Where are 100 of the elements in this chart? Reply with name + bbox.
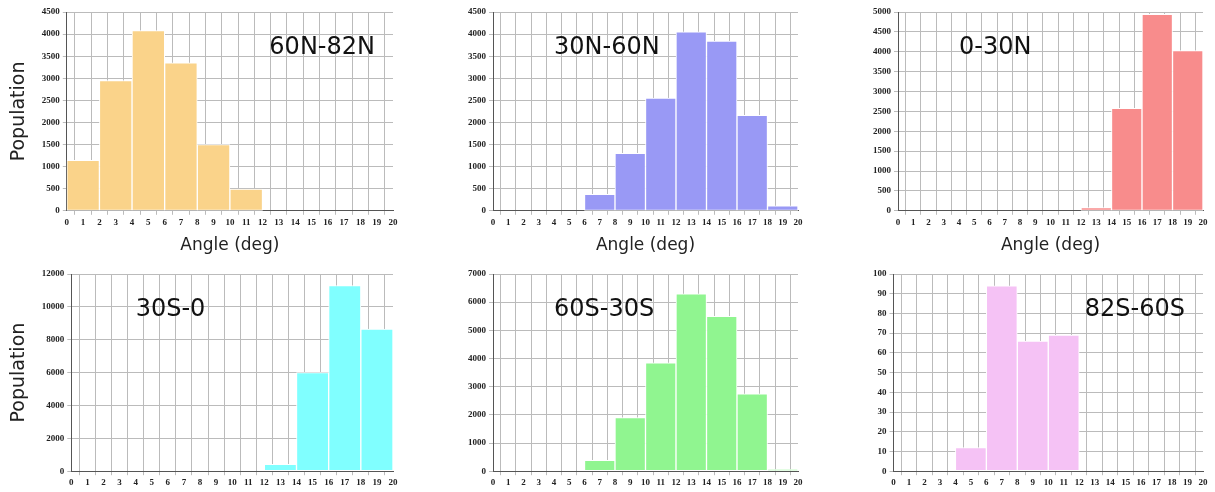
- y-tick-label: 5000: [873, 6, 892, 17]
- x-tick-label: 2: [521, 216, 527, 227]
- x-tick-label: 9: [628, 216, 633, 227]
- y-tick-label: 4500: [41, 6, 61, 17]
- x-tick-label: 10: [641, 216, 651, 227]
- x-tick-label: 12: [1074, 476, 1085, 487]
- x-tick-label: 10: [225, 216, 235, 227]
- x-tick-label: 8: [1017, 216, 1023, 227]
- x-tick-label: 20: [793, 476, 803, 487]
- x-tick-label: 17: [1152, 476, 1162, 487]
- x-tick-label: 8: [195, 216, 201, 227]
- x-tick-label: 14: [1105, 476, 1116, 487]
- x-tick-label: 11: [1059, 476, 1069, 487]
- y-tick-label: 10: [877, 445, 887, 456]
- x-tick-label: 8: [612, 216, 618, 227]
- annotation: 82S-60S: [1084, 293, 1185, 322]
- y-tick-label: 0: [481, 205, 487, 216]
- y-tick-label: 3000: [873, 85, 892, 96]
- x-tick-label: 12: [259, 476, 270, 487]
- x-tick-label: 1: [85, 476, 91, 487]
- x-tick-label: 7: [597, 216, 603, 227]
- x-tick-label: 2: [101, 476, 107, 487]
- x-tick-label: 15: [1122, 216, 1132, 227]
- x-tick-label: 10: [227, 476, 238, 487]
- x-tick-label: 2: [97, 216, 103, 227]
- x-tick-label: 5: [146, 216, 152, 227]
- x-tick-label: 7: [178, 216, 184, 227]
- x-tick-label: 13: [1091, 216, 1102, 227]
- y-tick-label: 4000: [468, 352, 487, 363]
- x-tick-label: 20: [388, 476, 398, 487]
- x-tick-label: 8: [197, 476, 203, 487]
- y-tick-label: 1000: [468, 160, 487, 171]
- x-tick-label: 15: [717, 216, 727, 227]
- x-tick-label: 14: [291, 476, 302, 487]
- annotation: 30N-60N: [554, 32, 660, 61]
- y-tick-label: 4000: [468, 28, 487, 39]
- x-tick-label: 15: [1121, 476, 1131, 487]
- y-tick-label: 50: [877, 366, 887, 377]
- x-tick-label: 15: [717, 476, 727, 487]
- x-tick-label: 16: [324, 476, 334, 487]
- y-tick-label: 1500: [41, 138, 61, 149]
- x-tick-label: 0: [490, 476, 496, 487]
- y-tick-label: 500: [46, 183, 61, 194]
- x-tick-label: 2: [926, 216, 932, 227]
- x-tick-label: 3: [117, 476, 123, 487]
- y-tick-label: 6000: [46, 366, 65, 377]
- x-tick-label: 2: [521, 476, 527, 487]
- y-tick-label: 2000: [468, 116, 487, 127]
- x-axis-title: Angle (deg): [180, 234, 280, 255]
- x-tick-label: 17: [1152, 216, 1163, 227]
- y-tick-label: 2000: [468, 409, 487, 420]
- x-tick-label: 10: [641, 476, 651, 487]
- annotation: 0-30N: [959, 32, 1032, 61]
- x-tick-label: 9: [628, 476, 633, 487]
- y-tick-label: 12000: [41, 268, 65, 279]
- y-tick-label: 0: [886, 205, 892, 216]
- y-tick-label: 3000: [468, 72, 487, 83]
- x-tick-label: 14: [702, 476, 712, 487]
- y-tick-label: 1500: [468, 138, 487, 149]
- x-tick-label: 0: [69, 476, 75, 487]
- x-tick-label: 2: [922, 476, 928, 487]
- x-tick-label: 3: [536, 216, 542, 227]
- y-tick-label: 7000: [468, 268, 487, 279]
- x-tick-label: 4: [551, 476, 557, 487]
- y-tick-label: 1000: [468, 437, 487, 448]
- y-tick-label: 40: [877, 386, 887, 397]
- x-tick-label: 15: [308, 476, 318, 487]
- x-tick-label: 16: [323, 216, 333, 227]
- y-tick-label: 80: [877, 307, 887, 318]
- x-tick-label: 4: [551, 216, 557, 227]
- y-axis-title: Population: [6, 61, 29, 162]
- x-tick-label: 6: [582, 216, 588, 227]
- y-tick-label: 0: [882, 465, 887, 476]
- y-axis-title: Population: [6, 322, 29, 423]
- y-tick-label: 100: [873, 268, 887, 279]
- y-tick-label: 6000: [468, 296, 487, 307]
- y-tick-label: 10000: [41, 301, 65, 312]
- y-tick-label: 8000: [46, 334, 65, 345]
- x-tick-label: 19: [778, 216, 788, 227]
- x-tick-label: 12: [671, 476, 681, 487]
- x-tick-label: 1: [80, 216, 86, 227]
- x-tick-label: 4: [129, 216, 135, 227]
- x-tick-label: 16: [1137, 216, 1147, 227]
- x-tick-label: 8: [612, 476, 618, 487]
- annotation: 60N-82N: [269, 32, 375, 61]
- x-tick-label: 12: [1076, 216, 1086, 227]
- x-axis-title: Angle (deg): [595, 234, 696, 255]
- x-tick-label: 11: [1061, 216, 1071, 227]
- x-tick-label: 17: [339, 216, 350, 227]
- x-tick-label: 11: [656, 476, 666, 487]
- x-tick-label: 17: [747, 216, 758, 227]
- y-tick-label: 2500: [468, 94, 487, 105]
- x-tick-label: 12: [258, 216, 268, 227]
- annotation: 60S-30S: [554, 293, 655, 322]
- x-tick-label: 13: [686, 216, 697, 227]
- y-tick-label: 3500: [41, 50, 61, 61]
- x-tick-label: 20: [1198, 216, 1208, 227]
- y-tick-label: 5000: [468, 324, 487, 335]
- y-tick-label: 500: [472, 183, 487, 194]
- y-tick-label: 4000: [46, 399, 65, 410]
